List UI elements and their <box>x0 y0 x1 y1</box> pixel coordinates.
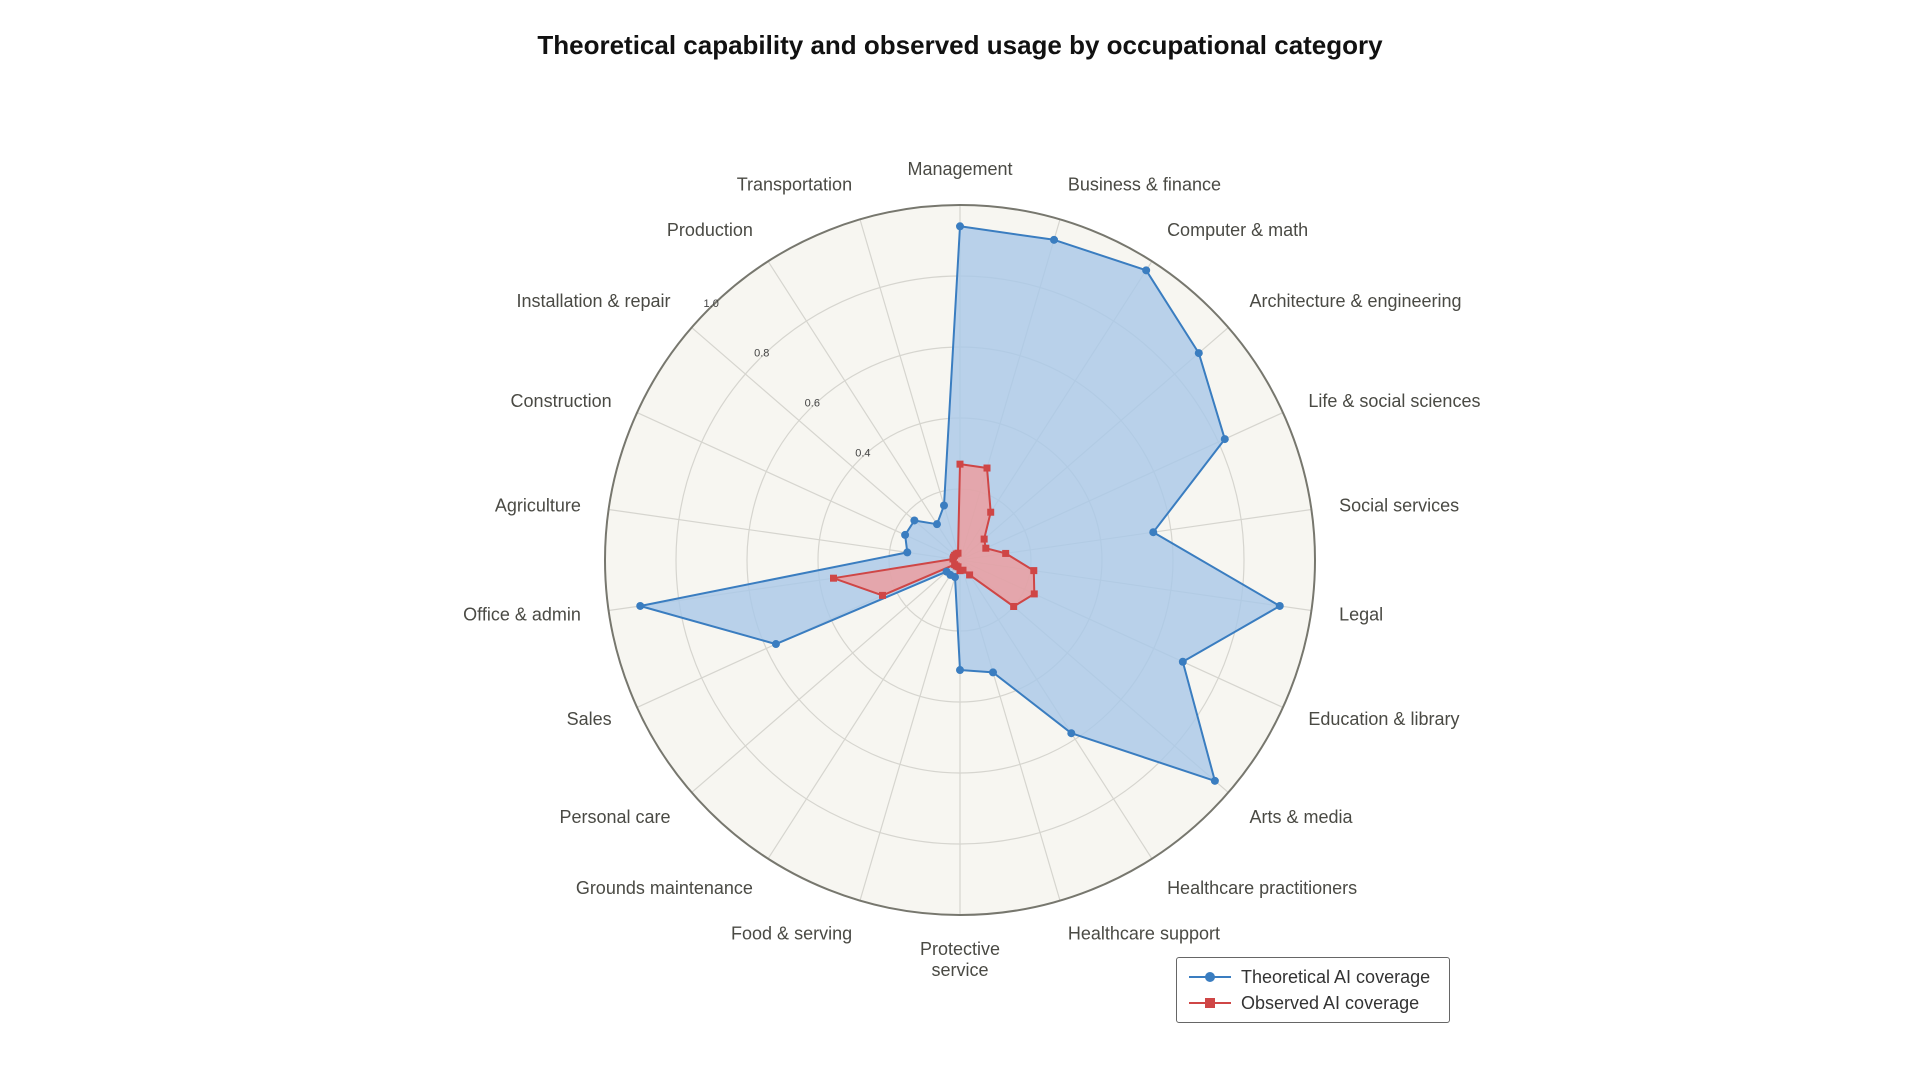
category-label-production: Production <box>667 220 753 240</box>
category-label-agriculture: Agriculture <box>495 495 581 515</box>
point-observed-ai-coverage-protective-service <box>956 567 964 575</box>
point-observed-ai-coverage-computer-and-math <box>987 508 995 516</box>
grid-spoke <box>608 508 961 561</box>
point-observed-ai-coverage-life-and-social-sciences <box>982 544 990 552</box>
point-observed-ai-coverage-social-services <box>1002 549 1010 557</box>
chart-title: Theoretical capability and observed usag… <box>537 30 1383 60</box>
point-observed-ai-coverage-architecture-and-engineering <box>980 535 988 543</box>
point-observed-ai-coverage-sales <box>878 591 886 599</box>
category-label-sales: Sales <box>567 709 612 729</box>
category-label-life-and-social-sciences: Life & social sciences <box>1308 391 1480 411</box>
legend-label-theoretical: Theoretical AI coverage <box>1241 966 1431 987</box>
category-label-office-and-admin: Office & admin <box>463 605 581 625</box>
point-theoretical-ai-coverage-production <box>932 520 941 529</box>
category-label-legal: Legal <box>1339 605 1383 625</box>
legend-item-observed: Observed AI coverage <box>1189 991 1419 1015</box>
category-label-arts-and-media: Arts & media <box>1249 807 1353 827</box>
radial-tick-label: 0.4 <box>855 447 870 459</box>
category-label-protective-service: Protective service <box>920 939 1000 980</box>
legend-marker-observed <box>1189 991 1231 1015</box>
category-label-business-and-finance: Business & finance <box>1068 175 1221 195</box>
point-theoretical-ai-coverage-installation-and-repair <box>910 516 919 525</box>
category-label-grounds-maintenance: Grounds maintenance <box>576 878 753 898</box>
outer-ring <box>604 204 1316 916</box>
category-label-management: Management <box>907 159 1012 179</box>
point-theoretical-ai-coverage-sales <box>771 640 780 649</box>
point-theoretical-ai-coverage-education-and-library <box>1178 657 1187 666</box>
point-theoretical-ai-coverage-personal-care <box>942 567 951 576</box>
point-theoretical-ai-coverage-legal <box>1275 601 1284 610</box>
point-theoretical-ai-coverage-transportation <box>939 501 948 510</box>
category-label-healthcare-support: Healthcare support <box>1068 923 1220 943</box>
legend: Theoretical AI coverage Observed AI cove… <box>1176 957 1450 1023</box>
legend-item-theoretical: Theoretical AI coverage <box>1189 965 1430 989</box>
radial-tick-label: 1.0 <box>704 298 719 310</box>
category-label-education-and-library: Education & library <box>1308 709 1459 729</box>
category-label-construction: Construction <box>511 391 612 411</box>
point-observed-ai-coverage-legal <box>1030 567 1038 575</box>
grid-spoke <box>767 559 961 859</box>
point-observed-ai-coverage-healthcare-practitioners <box>966 571 974 579</box>
point-theoretical-ai-coverage-healthcare-practitioners <box>1067 729 1076 738</box>
point-theoretical-ai-coverage-management <box>956 222 964 231</box>
point-theoretical-ai-coverage-construction <box>901 530 910 539</box>
point-theoretical-ai-coverage-social-services <box>1149 528 1158 537</box>
point-theoretical-ai-coverage-business-and-finance <box>1050 235 1059 244</box>
legend-label-observed: Observed AI coverage <box>1241 992 1420 1013</box>
grid-spoke <box>691 559 961 793</box>
point-observed-ai-coverage-business-and-finance <box>983 464 991 472</box>
category-label-transportation: Transportation <box>737 175 852 195</box>
category-label-personal-care: Personal care <box>559 807 670 827</box>
point-theoretical-ai-coverage-protective-service <box>956 666 964 675</box>
category-label-social-services: Social services <box>1339 495 1459 515</box>
point-observed-ai-coverage-office-and-admin <box>830 574 838 582</box>
point-theoretical-ai-coverage-agriculture <box>903 548 912 557</box>
legend-marker-theoretical <box>1189 965 1231 989</box>
category-label-healthcare-practitioners: Healthcare practitioners <box>1167 878 1357 898</box>
category-label-installation-and-repair: Installation & repair <box>516 291 670 311</box>
grid-spoke <box>767 261 961 561</box>
point-theoretical-ai-coverage-architecture-and-engineering <box>1194 349 1203 358</box>
radial-tick-label: 0.6 <box>805 397 820 409</box>
point-theoretical-ai-coverage-healthcare-support <box>989 668 998 677</box>
point-theoretical-ai-coverage-computer-and-math <box>1142 266 1151 275</box>
radial-tick-label: 0.8 <box>754 348 769 360</box>
point-observed-ai-coverage-personal-care <box>951 561 959 569</box>
grid-spoke <box>859 559 961 901</box>
category-label-computer-and-math: Computer & math <box>1167 220 1308 240</box>
point-theoretical-ai-coverage-office-and-admin <box>636 601 645 610</box>
point-observed-ai-coverage-education-and-library <box>1030 590 1038 598</box>
category-label-food-and-serving: Food & serving <box>731 923 852 943</box>
point-observed-ai-coverage-management <box>956 460 964 468</box>
point-observed-ai-coverage-transportation <box>954 549 962 557</box>
point-observed-ai-coverage-arts-and-media <box>1010 602 1018 610</box>
point-theoretical-ai-coverage-life-and-social-sciences <box>1220 435 1229 444</box>
point-theoretical-ai-coverage-arts-and-media <box>1210 776 1219 785</box>
category-label-architecture-and-engineering: Architecture & engineering <box>1249 291 1461 311</box>
